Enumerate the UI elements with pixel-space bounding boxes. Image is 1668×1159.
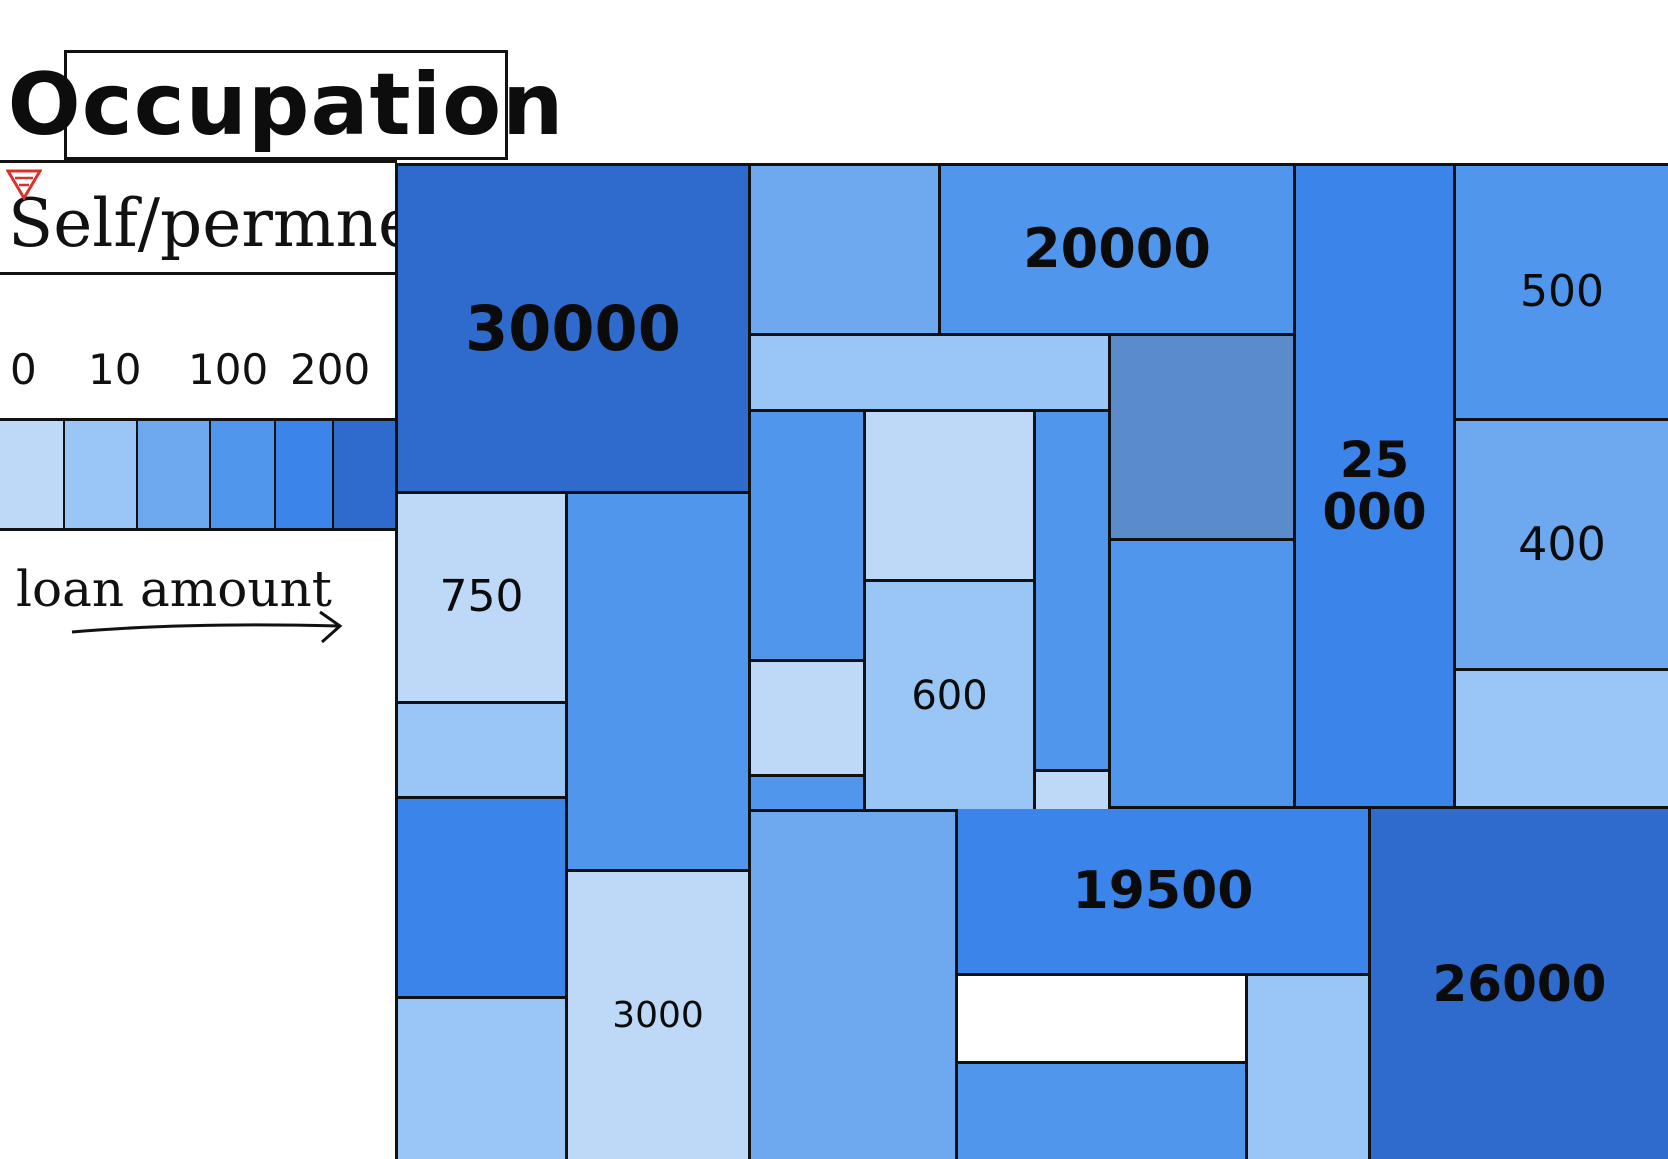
treemap-tile[interactable]	[1456, 671, 1668, 809]
legend-swatch	[0, 421, 65, 528]
treemap-tile[interactable]	[958, 1064, 1248, 1159]
treemap-tile-value: 3000	[612, 994, 704, 1036]
treemap-tile[interactable]: 3000	[568, 872, 751, 1159]
treemap-tile[interactable]	[398, 799, 568, 999]
legend-swatch	[65, 421, 138, 528]
treemap-tile[interactable]	[1111, 541, 1296, 809]
treemap-tile[interactable]	[1036, 412, 1111, 772]
treemap-tile[interactable]	[751, 336, 1111, 412]
legend-tick: 10	[88, 345, 142, 394]
treemap-tile-value: 19500	[1072, 860, 1254, 921]
legend-label: loan amount	[16, 560, 332, 618]
treemap-tile-value: 25 000	[1322, 430, 1427, 541]
treemap-tile[interactable]	[398, 704, 568, 799]
legend-swatch	[276, 421, 334, 528]
treemap-tile[interactable]	[958, 976, 1248, 1064]
treemap-tile[interactable]	[1111, 336, 1296, 541]
legend-tick: 200	[290, 345, 371, 394]
treemap-tile[interactable]: 19500	[958, 809, 1371, 976]
legend-swatch	[211, 421, 276, 528]
legend-swatch	[138, 421, 211, 528]
treemap-tile[interactable]	[568, 494, 751, 872]
treemap-tile[interactable]	[751, 166, 941, 336]
occupation-filter-value: Self/permne	[8, 185, 397, 262]
loan-amount-treemap: 30000 20000 25 000 500 400 750 600 19500 26000 30…	[395, 163, 1668, 1159]
treemap-tile[interactable]: 400	[1456, 421, 1668, 671]
legend-tick: 100	[188, 345, 269, 394]
treemap-tile-value: 750	[439, 571, 524, 623]
treemap-tile-value: 20000	[1023, 217, 1211, 281]
treemap-tile[interactable]	[751, 662, 866, 777]
legend-swatch	[334, 421, 400, 528]
filter-icon[interactable]	[6, 168, 42, 200]
treemap-tile[interactable]	[751, 412, 866, 662]
treemap-tile-value: 400	[1518, 517, 1606, 572]
treemap-tile[interactable]: 600	[866, 582, 1036, 812]
treemap-tile[interactable]: 750	[398, 494, 568, 704]
treemap-tile[interactable]	[751, 777, 866, 812]
legend-tick: 0	[10, 345, 37, 394]
legend-color-scale	[0, 418, 400, 531]
treemap-tile[interactable]	[1248, 976, 1371, 1159]
treemap-tile[interactable]	[1036, 772, 1111, 812]
treemap-tile[interactable]	[866, 412, 1036, 582]
treemap-tile[interactable]: 26000	[1371, 809, 1668, 1159]
treemap-tile[interactable]: 30000	[398, 166, 751, 494]
treemap-tile[interactable]	[751, 812, 958, 1159]
treemap-tile-value: 30000	[465, 291, 681, 365]
occupation-title: Occupation	[8, 50, 563, 160]
treemap-tile[interactable]: 20000	[941, 166, 1296, 336]
legend-ticks: 0 10 100 200	[0, 345, 400, 405]
treemap-tile-value: 26000	[1432, 954, 1607, 1013]
treemap-tile[interactable]: 500	[1456, 166, 1668, 421]
treemap-tile-value: 600	[911, 672, 988, 719]
arrow-right-icon	[71, 610, 343, 644]
treemap-tile-value: 500	[1520, 265, 1604, 317]
occupation-filter-dropdown[interactable]: Self/permne	[0, 160, 397, 275]
treemap-tile[interactable]: 25 000	[1296, 166, 1456, 809]
treemap-tile[interactable]	[398, 999, 568, 1159]
